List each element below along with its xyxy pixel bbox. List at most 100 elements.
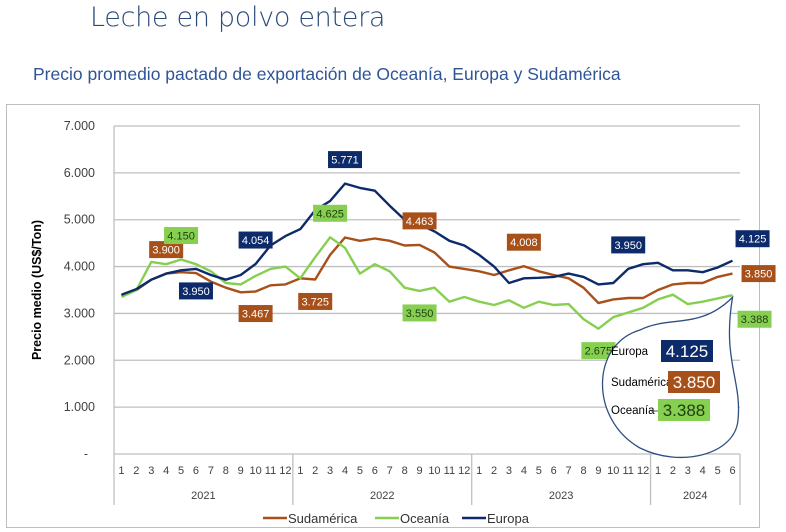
data-label: 4.125 bbox=[735, 230, 770, 248]
legend: Sudamérica Oceanía Europa bbox=[263, 511, 530, 526]
data-label-box bbox=[611, 236, 646, 254]
data-label-box bbox=[149, 241, 184, 259]
x-tick-label: 4 bbox=[163, 465, 169, 477]
x-tick-label: 3 bbox=[685, 465, 691, 477]
data-label: 5.771 bbox=[328, 151, 363, 169]
x-tick-label: 6 bbox=[372, 465, 378, 477]
callout-row-oceania: Oceanía 3.388 bbox=[611, 399, 710, 421]
data-label-box bbox=[164, 227, 199, 245]
callout-row-sudamerica: Sudamérica 3.850 bbox=[611, 371, 720, 393]
x-tick-label: 6 bbox=[551, 465, 557, 477]
x-tick-label: 9 bbox=[595, 465, 601, 477]
y-axis-label: Precio medio (US$/Ton) bbox=[30, 220, 44, 360]
data-label-text: 4.054 bbox=[242, 235, 270, 247]
data-label: 3.850 bbox=[741, 265, 776, 283]
callout-bubble: Europa 4.125 Sudamérica 3.850 Oceanía 3.388 bbox=[601, 295, 740, 459]
data-label-text: 2.675 bbox=[585, 346, 613, 358]
data-label-text: 4.008 bbox=[510, 237, 538, 249]
x-tick-label: 5 bbox=[715, 465, 721, 477]
y-tick-label: 1.000 bbox=[64, 400, 95, 414]
data-label-text: 5.771 bbox=[331, 155, 359, 167]
y-tick-label: 7.000 bbox=[64, 119, 95, 133]
x-tick-label: 10 bbox=[607, 465, 619, 477]
callout-value: 4.125 bbox=[666, 342, 709, 361]
data-label-box bbox=[581, 342, 616, 360]
data-label: 3.550 bbox=[402, 304, 437, 322]
x-tick-label: 9 bbox=[416, 465, 422, 477]
data-label-box bbox=[741, 265, 776, 283]
x-tick-label: 4 bbox=[342, 465, 348, 477]
x-tick-label: 8 bbox=[402, 465, 408, 477]
year-label: 2021 bbox=[191, 490, 215, 502]
data-label: 3.388 bbox=[737, 310, 772, 328]
data-label: 3.950 bbox=[611, 236, 646, 254]
gridlines bbox=[113, 125, 740, 455]
x-tick-label: 8 bbox=[223, 465, 229, 477]
x-tick-label: 2 bbox=[491, 465, 497, 477]
data-label-box bbox=[238, 305, 273, 323]
callout-value-box bbox=[661, 340, 713, 362]
x-tick-label: 5 bbox=[357, 465, 363, 477]
x-tick-label: 1 bbox=[297, 465, 303, 477]
x-tick-label: 12 bbox=[279, 465, 291, 477]
x-tick-label: 3 bbox=[148, 465, 154, 477]
year-label: 2022 bbox=[370, 490, 394, 502]
data-label-text: 3.725 bbox=[301, 296, 329, 308]
y-tick-label: 5.000 bbox=[64, 213, 95, 227]
data-label-box bbox=[402, 212, 437, 230]
x-tick-label: 1 bbox=[118, 465, 124, 477]
x-tick-label: 7 bbox=[566, 465, 572, 477]
x-tick-label: 11 bbox=[444, 465, 455, 477]
x-tick-label: 10 bbox=[428, 465, 440, 477]
x-tick-label: 10 bbox=[249, 465, 261, 477]
y-tick-label: - bbox=[84, 447, 88, 461]
y-axis-ticks: - 1.000 2.000 3.000 4.000 5.000 6.000 7.000 bbox=[64, 119, 95, 461]
legend-item-oceania: Oceanía bbox=[375, 511, 450, 526]
year-label: 2024 bbox=[683, 490, 707, 502]
x-tick-label: 5 bbox=[178, 465, 184, 477]
data-label-text: 3.550 bbox=[406, 308, 434, 320]
callout-value: 3.388 bbox=[663, 401, 706, 420]
series-line-sudamerica bbox=[121, 236, 733, 305]
data-label-box bbox=[313, 204, 348, 222]
callout-label: Oceanía bbox=[611, 405, 655, 417]
callout-value-box bbox=[668, 371, 720, 393]
legend-item-sudamerica: Sudamérica bbox=[263, 511, 358, 526]
legend-item-europa: Europa bbox=[462, 511, 530, 526]
x-tick-label: 5 bbox=[536, 465, 542, 477]
x-tick-label: 4 bbox=[521, 465, 527, 477]
x-tick-label: 1 bbox=[655, 465, 661, 477]
data-label-box bbox=[737, 310, 772, 328]
x-tick-label: 7 bbox=[387, 465, 393, 477]
data-label-text: 3.388 bbox=[741, 314, 769, 326]
x-tick-label: 4 bbox=[700, 465, 706, 477]
legend-label: Sudamérica bbox=[288, 511, 358, 526]
data-label: 4.625 bbox=[313, 204, 348, 222]
data-label-box bbox=[506, 233, 541, 251]
callout-value: 3.850 bbox=[673, 373, 716, 392]
x-tick-label: 6 bbox=[193, 465, 199, 477]
data-label: 3.950 bbox=[178, 282, 213, 300]
x-tick-label: 12 bbox=[637, 465, 649, 477]
data-label-text: 4.625 bbox=[316, 208, 344, 220]
data-label-text: 3.850 bbox=[745, 269, 773, 281]
x-tick-label: 3 bbox=[327, 465, 333, 477]
x-tick-label: 12 bbox=[458, 465, 470, 477]
data-label-text: 3.900 bbox=[152, 245, 180, 257]
x-tick-label: 11 bbox=[623, 465, 634, 477]
callout-label: Europa bbox=[611, 346, 649, 358]
y-tick-label: 3.000 bbox=[64, 306, 95, 320]
legend-label: Oceanía bbox=[400, 511, 450, 526]
data-label: 4.008 bbox=[506, 233, 541, 251]
data-label: 3.725 bbox=[298, 292, 333, 310]
x-tick-label: 9 bbox=[238, 465, 244, 477]
x-axis: 1 2 3 4 5 6 7 8 9 10 11 12 1 2 3 4 5 6 7 8 9 10 11 12 1 2 3 4 5 6 7 8 9 1… bbox=[113, 454, 741, 505]
x-tick-label: 7 bbox=[208, 465, 214, 477]
x-tick-label: 3 bbox=[506, 465, 512, 477]
data-label-text: 3.467 bbox=[242, 309, 270, 321]
y-tick-label: 2.000 bbox=[64, 353, 95, 367]
data-label-box bbox=[298, 292, 333, 310]
legend-label: Europa bbox=[487, 511, 530, 526]
data-label-text: 3.950 bbox=[182, 286, 210, 298]
